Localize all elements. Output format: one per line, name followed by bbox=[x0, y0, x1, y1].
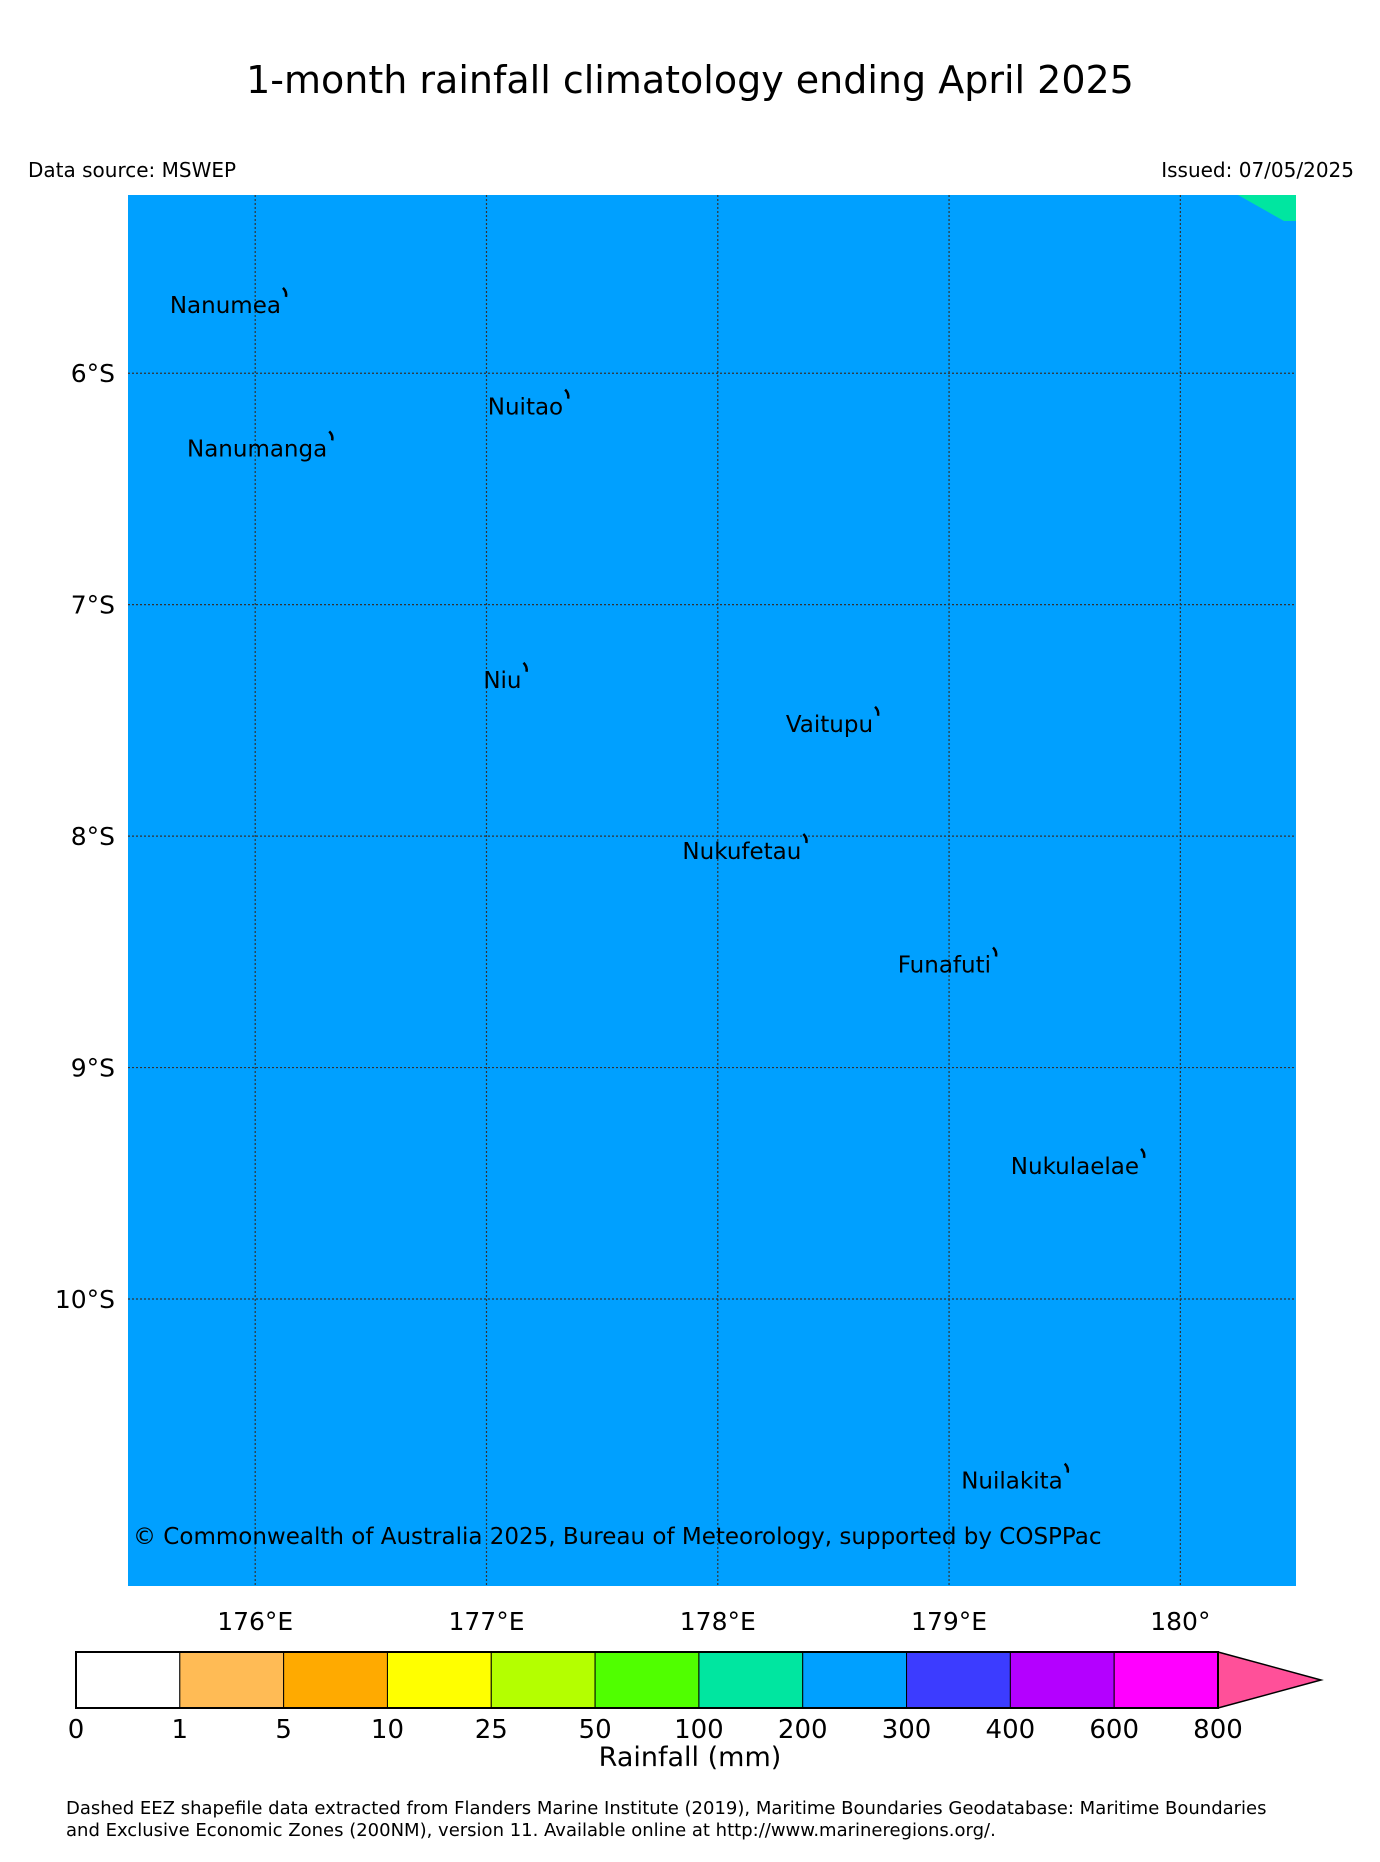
island-label: Nanumanga bbox=[187, 436, 327, 462]
colorbar-tick-label: 600 bbox=[1089, 1715, 1139, 1740]
colorbar-bin bbox=[179, 1651, 285, 1709]
rainfall-field-100-200 bbox=[1238, 195, 1296, 221]
colorbar-tick-label: 100 bbox=[674, 1715, 724, 1740]
colorbar-tick-label: 0 bbox=[68, 1715, 85, 1740]
colorbar-tick-label: 25 bbox=[475, 1715, 508, 1740]
latitude-label: 6°S bbox=[71, 359, 115, 388]
island-outline bbox=[874, 705, 880, 717]
latitude-label: 7°S bbox=[71, 591, 115, 620]
island-label: Vaitupu bbox=[786, 712, 873, 738]
colorbar-tick-label: 10 bbox=[371, 1715, 404, 1740]
island-label: Nanumea bbox=[170, 293, 281, 319]
footer-line-1: Dashed EEZ shapefile data extracted from… bbox=[66, 1798, 1267, 1819]
island-outline bbox=[564, 388, 570, 399]
island-outline bbox=[328, 430, 334, 441]
colorbar-tick-label: 50 bbox=[579, 1715, 612, 1740]
longitude-label: 180° bbox=[1150, 1607, 1210, 1636]
island-outline bbox=[992, 946, 998, 957]
island-outline bbox=[282, 286, 288, 298]
island-label: Niu bbox=[483, 668, 521, 694]
colorbar-bin bbox=[283, 1651, 388, 1709]
island-outline bbox=[1140, 1147, 1146, 1159]
issued-date-label: Issued: 07/05/2025 bbox=[1161, 158, 1354, 182]
copyright-notice: © Commonwealth of Australia 2025, Bureau… bbox=[133, 1524, 1102, 1550]
colorbar-tick-label: 1 bbox=[172, 1715, 189, 1740]
map-title: 1-month rainfall climatology ending Apri… bbox=[246, 58, 1134, 102]
island-outline bbox=[802, 833, 808, 844]
colorbar-tick-label: 5 bbox=[275, 1715, 292, 1740]
colorbar-bin bbox=[802, 1651, 908, 1709]
island-label: Nuilakita bbox=[961, 1469, 1062, 1495]
island-outline bbox=[1063, 1462, 1070, 1473]
colorbar-tick-label: 300 bbox=[882, 1715, 932, 1740]
colorbar-outline bbox=[75, 1651, 1219, 1709]
latitude-label: 9°S bbox=[71, 1054, 115, 1083]
island-outline bbox=[522, 661, 528, 673]
colorbar-label: Rainfall (mm) bbox=[598, 1742, 782, 1773]
island-label: Nukufetau bbox=[682, 839, 801, 865]
island-label: Nuitao bbox=[488, 395, 563, 421]
footer-line-2: and Exclusive Economic Zones (200NM), ve… bbox=[66, 1820, 996, 1841]
colorbar-bin bbox=[906, 1651, 1011, 1709]
colorbar-bin bbox=[75, 1651, 181, 1709]
island-label: Nukulaelae bbox=[1011, 1154, 1139, 1180]
longitude-label: 177°E bbox=[448, 1607, 524, 1636]
island-label: Funafuti bbox=[898, 952, 991, 978]
colorbar-bin bbox=[386, 1651, 492, 1709]
colorbar-tick-label: 800 bbox=[1193, 1715, 1243, 1740]
longitude-label: 179°E bbox=[911, 1607, 987, 1636]
colorbar-extend-arrow bbox=[1217, 1651, 1324, 1709]
latitude-label: 8°S bbox=[71, 822, 115, 851]
colorbar-bin bbox=[594, 1651, 700, 1709]
longitude-label: 178°E bbox=[680, 1607, 756, 1636]
longitude-label: 176°E bbox=[217, 1607, 293, 1636]
colorbar-bin bbox=[698, 1651, 804, 1709]
colorbar-bin bbox=[1113, 1651, 1219, 1709]
rainfall-map: 6°S 7°S 8°S 9°S 10°S 176°E 177°E 178°E 179°E 180°… bbox=[55, 195, 1296, 1636]
footer-attribution: Dashed EEZ shapefile data extracted from… bbox=[66, 1798, 1366, 1842]
colorbar-bin bbox=[490, 1651, 596, 1709]
latitude-label: 10°S bbox=[55, 1285, 115, 1314]
colorbar-tick-label: 400 bbox=[986, 1715, 1036, 1740]
colorbar-tick-label: 200 bbox=[778, 1715, 828, 1740]
colorbar-bin bbox=[1009, 1651, 1115, 1709]
data-source-label: Data source: MSWEP bbox=[28, 158, 237, 182]
rainfall-field bbox=[128, 195, 1296, 1586]
